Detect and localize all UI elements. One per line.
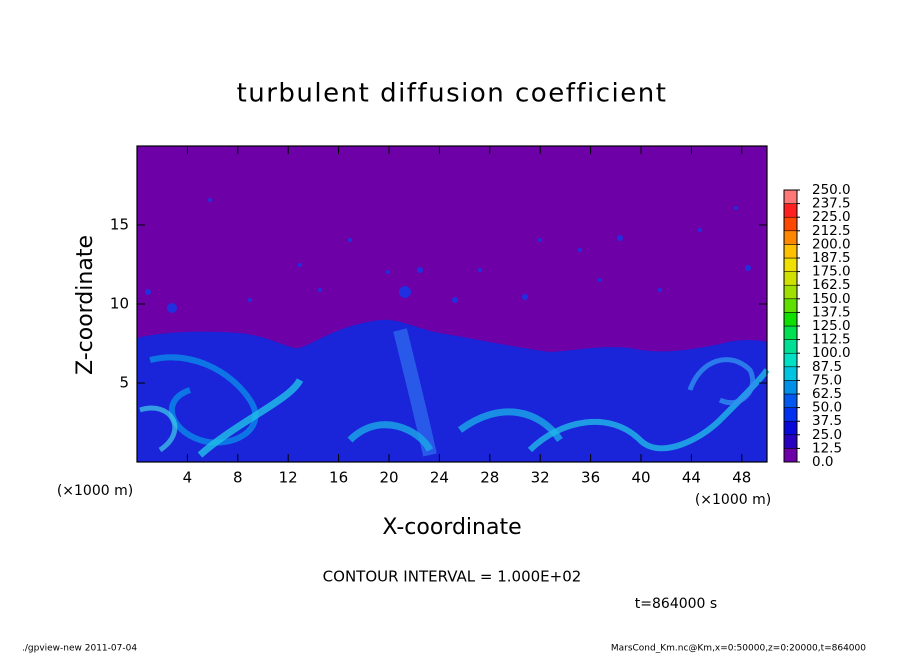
colorbar-label: 237.5 bbox=[812, 196, 851, 212]
colorbar-band bbox=[783, 380, 798, 395]
x-tick-label: 36 bbox=[581, 469, 600, 487]
colorbar-label: 125.0 bbox=[812, 318, 851, 334]
contour-interval: CONTOUR INTERVAL = 1.000E+02 bbox=[323, 568, 582, 586]
colorbar-band bbox=[783, 434, 798, 449]
y-tick-label: 5 bbox=[119, 374, 129, 392]
colorbar-band bbox=[783, 339, 798, 354]
eddy bbox=[197, 378, 304, 458]
colorbar-band bbox=[783, 257, 798, 272]
y-tick-label: 10 bbox=[110, 295, 129, 313]
colorbar-band bbox=[783, 448, 798, 463]
colorbar-label: 50.0 bbox=[812, 400, 842, 416]
colorbar-label: 200.0 bbox=[812, 236, 851, 252]
colorbar-label: 75.0 bbox=[812, 372, 842, 388]
colorbar-band bbox=[783, 203, 798, 218]
field bbox=[137, 146, 770, 462]
y-tick-label: 15 bbox=[110, 216, 129, 234]
colorbar-band bbox=[783, 271, 798, 286]
colorbar-label: 187.5 bbox=[812, 250, 851, 266]
chart-title: turbulent diffusion coefficient bbox=[237, 79, 668, 109]
x-tick-label: 8 bbox=[233, 469, 243, 487]
y-unit: (×1000 m) bbox=[57, 483, 133, 499]
y-axis-label: Z-coordinate bbox=[73, 235, 98, 375]
turbulent-layer bbox=[137, 319, 767, 462]
footer-right: MarsCond_Km.nc@Km,x=0:50000,z=0:20000,t=… bbox=[611, 644, 866, 654]
colorbar-label: 62.5 bbox=[812, 386, 842, 402]
colorbar-band bbox=[783, 325, 798, 340]
colorbar-label: 212.5 bbox=[812, 223, 851, 239]
x-tick-label: 12 bbox=[279, 469, 298, 487]
colorbar-band bbox=[783, 352, 798, 368]
x-tick-label: 4 bbox=[183, 469, 193, 487]
x-tick-label: 32 bbox=[531, 469, 550, 487]
patches bbox=[145, 198, 751, 313]
footer-left: ./gpview-new 2011-07-04 bbox=[22, 644, 137, 654]
colorbar-label: 37.5 bbox=[812, 413, 842, 429]
time-label: t=864000 s bbox=[635, 596, 717, 612]
colorbar-label: 162.5 bbox=[812, 277, 851, 293]
colorbar-label: 137.5 bbox=[812, 304, 851, 320]
x-tick-label: 20 bbox=[379, 469, 398, 487]
x-tick-label: 16 bbox=[329, 469, 348, 487]
x-tick-label: 40 bbox=[631, 469, 650, 487]
colorbar-label: 250.0 bbox=[812, 182, 851, 198]
colorbar-label: 225.0 bbox=[812, 209, 851, 225]
colorbar-label: 175.0 bbox=[812, 264, 851, 280]
colorbar-band bbox=[783, 407, 798, 422]
x-unit: (×1000 m) bbox=[695, 492, 771, 508]
colorbar-band bbox=[783, 284, 798, 300]
x-tick-label: 44 bbox=[682, 469, 701, 487]
colorbar-band bbox=[783, 393, 798, 408]
colorbar-label: 12.5 bbox=[812, 440, 842, 456]
x-tick-label: 28 bbox=[480, 469, 499, 487]
colorbar-band bbox=[783, 216, 798, 232]
colorbar-label: 112.5 bbox=[812, 332, 851, 348]
colorbar-label: 25.0 bbox=[812, 427, 842, 443]
colorbar-label: 150.0 bbox=[812, 291, 851, 307]
colorbar-label: 100.0 bbox=[812, 345, 851, 361]
x-tick-label: 48 bbox=[732, 469, 751, 487]
colorbar-band bbox=[783, 230, 798, 245]
colorbar-band bbox=[783, 244, 798, 259]
colorbar-band bbox=[783, 189, 798, 204]
colorbar-label: 87.5 bbox=[812, 359, 842, 375]
colorbar-band bbox=[783, 366, 798, 381]
x-tick-label: 24 bbox=[430, 469, 449, 487]
eddy bbox=[687, 357, 756, 406]
colorbar-band bbox=[783, 420, 798, 436]
colorbar-band bbox=[783, 298, 798, 313]
colorbar-band bbox=[783, 312, 798, 327]
eddy bbox=[139, 405, 178, 453]
colorbar-label: 0.0 bbox=[812, 454, 833, 470]
x-axis-label: X-coordinate bbox=[382, 515, 521, 540]
